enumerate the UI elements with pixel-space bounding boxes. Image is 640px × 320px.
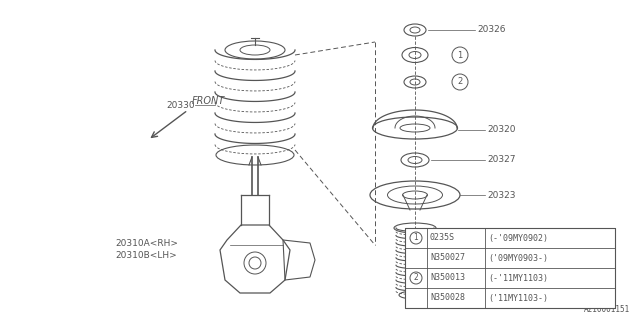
Text: 20326: 20326	[477, 26, 506, 35]
Text: 20327: 20327	[487, 156, 515, 164]
Text: 20322: 20322	[487, 251, 515, 260]
FancyBboxPatch shape	[405, 228, 615, 308]
Text: 2: 2	[413, 274, 419, 283]
Text: ('11MY1103-): ('11MY1103-)	[488, 293, 548, 302]
Text: 1: 1	[458, 51, 463, 60]
Text: 0235S: 0235S	[430, 234, 455, 243]
Text: (-'09MY0902): (-'09MY0902)	[488, 234, 548, 243]
Text: 2: 2	[458, 77, 463, 86]
Text: 20323: 20323	[487, 190, 515, 199]
Text: FRONT: FRONT	[192, 96, 225, 106]
Text: N350028: N350028	[430, 293, 465, 302]
Text: N350013: N350013	[430, 274, 465, 283]
Text: 1: 1	[413, 234, 419, 243]
Text: 20330: 20330	[166, 100, 195, 109]
Text: (-'11MY1103): (-'11MY1103)	[488, 274, 548, 283]
Text: A210001151: A210001151	[584, 305, 630, 314]
Text: ('09MY0903-): ('09MY0903-)	[488, 253, 548, 262]
Text: 20310B<LH>: 20310B<LH>	[115, 251, 177, 260]
Text: N350027: N350027	[430, 253, 465, 262]
Text: 20320: 20320	[487, 125, 515, 134]
Text: 20310A<RH>: 20310A<RH>	[115, 238, 178, 247]
